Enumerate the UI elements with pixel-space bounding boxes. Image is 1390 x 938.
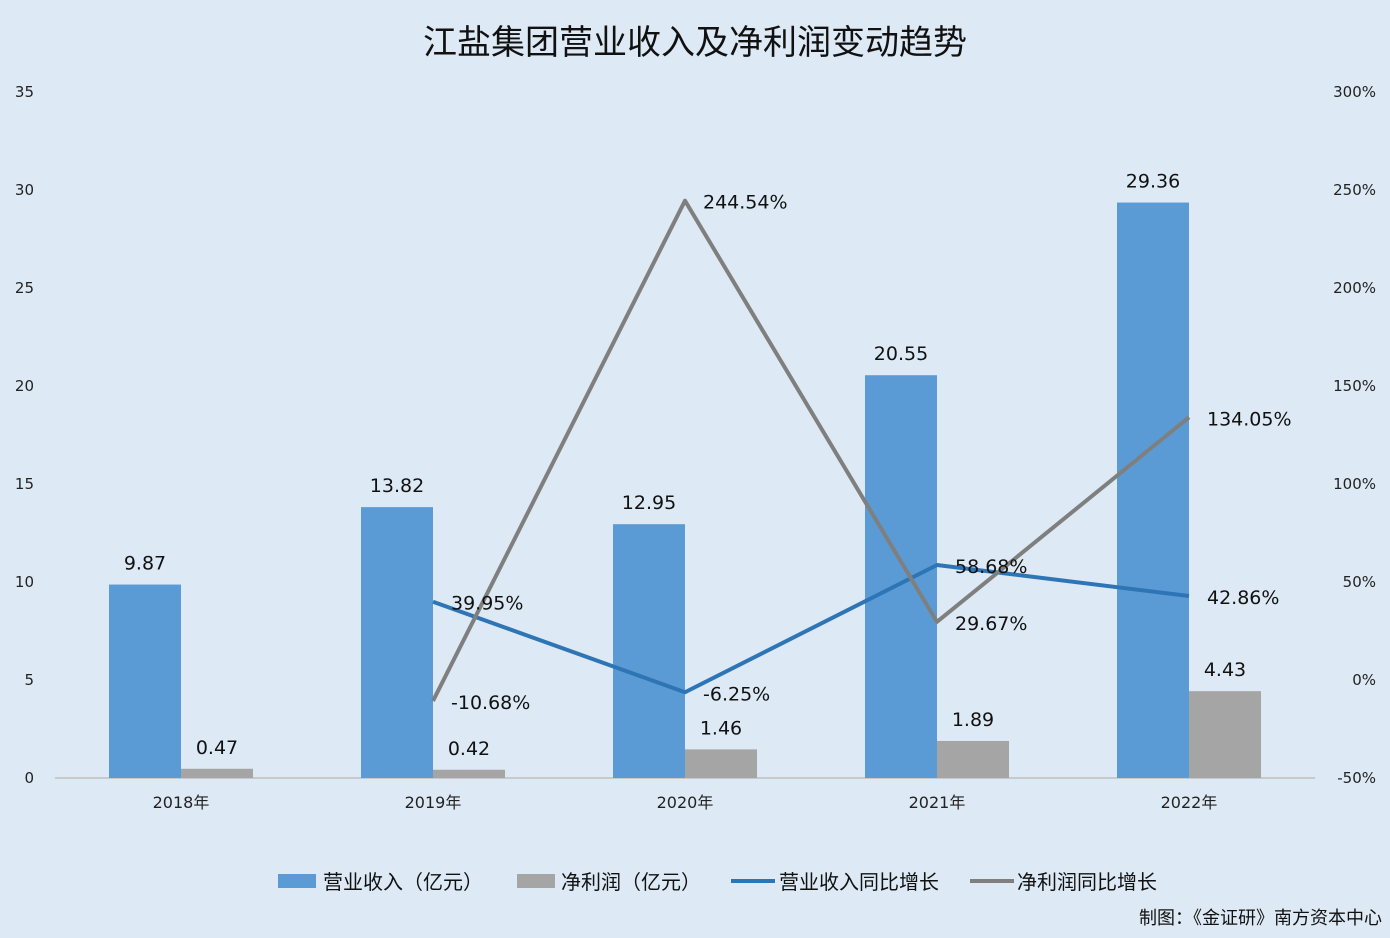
revenue-growth-line <box>432 562 1190 695</box>
revenue-bar-label: 12.95 <box>622 492 676 514</box>
profit-growth-label: 244.54% <box>703 192 788 214</box>
revenue-bar <box>865 375 937 778</box>
y-right-axis: -50% 0% 50% 100% 150% 200% 250% 300% <box>1333 83 1376 787</box>
revenue-bar <box>361 507 433 778</box>
x-tick-label: 2019年 <box>405 793 462 812</box>
revenue-bar-label: 9.87 <box>124 553 166 575</box>
bars-layer <box>109 202 1261 778</box>
revenue-bar-label: 20.55 <box>874 343 928 365</box>
revenue-bar <box>613 524 685 778</box>
y-left-tick-label: 35 <box>15 83 34 101</box>
profit-bar <box>181 768 253 778</box>
y-left-tick-label: 20 <box>15 377 34 395</box>
y-right-tick-label: 0% <box>1352 671 1376 689</box>
x-axis: 2018年 2019年 2020年 2021年 2022年 <box>153 793 1218 812</box>
x-tick-label: 2021年 <box>909 793 966 812</box>
y-right-tick-label: 200% <box>1333 279 1376 297</box>
revenue-bar <box>109 584 181 778</box>
lines-layer <box>431 198 1191 702</box>
legend: 营业收入（亿元） 净利润（亿元） 营业收入同比增长 净利润同比增长 <box>278 870 1157 894</box>
y-left-tick-label: 0 <box>24 769 34 787</box>
revenue-bar-label: 29.36 <box>1126 171 1180 193</box>
y-right-tick-label: 150% <box>1333 377 1376 395</box>
credit-text: 制图：《金证研》南方资本中心 <box>1139 908 1382 929</box>
profit-growth-label: -10.68% <box>451 692 530 714</box>
y-right-tick-label: 50% <box>1343 573 1376 591</box>
y-left-tick-label: 15 <box>15 475 34 493</box>
profit-bar <box>1189 691 1261 778</box>
legend-profit-label: 净利润（亿元） <box>561 870 701 894</box>
y-left-axis: 0 5 10 15 20 25 30 35 <box>15 83 34 787</box>
profit-bar <box>937 740 1009 778</box>
profit-bar-label: 4.43 <box>1204 659 1246 681</box>
profit-growth-label: 29.67% <box>955 613 1027 635</box>
profit-bar <box>433 769 505 778</box>
chart-title: 江盐集团营业收入及净利润变动趋势 <box>423 23 967 63</box>
legend-revenue-label: 营业收入（亿元） <box>323 870 483 894</box>
legend-revenue-growth-label: 营业收入同比增长 <box>779 870 939 894</box>
y-right-tick-label: 250% <box>1333 181 1376 199</box>
revenue-growth-label: -6.25% <box>703 683 770 705</box>
y-left-tick-label: 25 <box>15 279 34 297</box>
profit-growth-label: 134.05% <box>1207 408 1292 430</box>
x-tick-label: 2020年 <box>657 793 714 812</box>
revenue-bar <box>1117 202 1189 778</box>
profit-bar-label: 0.47 <box>196 737 238 759</box>
profit-growth-line <box>431 198 1191 702</box>
data-labels-layer: 9.87 13.82 12.95 20.55 29.36 0.47 0.42 1.46 1.89… <box>124 171 1292 760</box>
revenue-growth-label: 39.95% <box>451 593 523 615</box>
profit-bar <box>685 749 757 778</box>
revenue-growth-label: 58.68% <box>955 556 1027 578</box>
y-left-tick-label: 30 <box>15 181 34 199</box>
legend-revenue-swatch <box>278 874 316 888</box>
x-tick-label: 2018年 <box>153 793 210 812</box>
y-left-tick-label: 10 <box>15 573 34 591</box>
y-right-tick-label: -50% <box>1337 769 1376 787</box>
profit-bar-label: 0.42 <box>448 738 490 760</box>
profit-bar-label: 1.46 <box>700 717 742 739</box>
legend-profit-growth-label: 净利润同比增长 <box>1017 870 1157 894</box>
x-tick-label: 2022年 <box>1161 793 1218 812</box>
profit-bar-label: 1.89 <box>952 709 994 731</box>
y-right-tick-label: 100% <box>1333 475 1376 493</box>
legend-profit-swatch <box>517 874 555 888</box>
revenue-bar-label: 13.82 <box>370 475 424 497</box>
revenue-growth-label: 42.86% <box>1207 587 1279 609</box>
y-left-tick-label: 5 <box>24 671 34 689</box>
y-right-tick-label: 300% <box>1333 83 1376 101</box>
